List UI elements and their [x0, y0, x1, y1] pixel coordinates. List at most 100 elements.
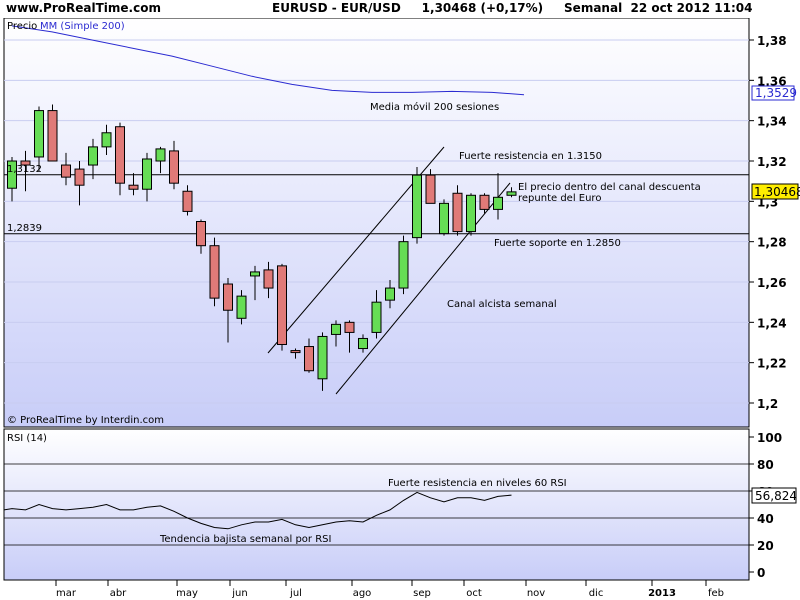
candle — [385, 279, 395, 309]
legend-ma: MM (Simple 200) — [40, 21, 125, 32]
candle-body — [182, 190, 193, 212]
rsi-tick-label: 20 — [757, 539, 774, 553]
candle — [169, 140, 179, 190]
candle — [466, 193, 476, 236]
candle-body — [236, 295, 247, 319]
rsi-annotation-trend: Tendencia bajista semanal por RSI — [159, 534, 331, 545]
candle — [425, 169, 436, 204]
credit-text: © ProRealTime by Interdin.com — [7, 415, 164, 426]
rsi-title: RSI (14) — [7, 433, 47, 444]
x-tick-label: sep — [413, 588, 431, 599]
candle-body — [317, 335, 328, 380]
price-tick-label: 1,28 — [757, 236, 787, 250]
rsi-tick-label: 40 — [757, 512, 774, 526]
candle — [290, 348, 301, 359]
candle-body — [304, 346, 314, 372]
rsi-tick-label: 0 — [757, 566, 765, 580]
site-name[interactable]: www.ProRealTime.com — [6, 1, 161, 15]
candle-body — [452, 192, 463, 233]
candle-body — [101, 132, 112, 148]
annotation-channel-1: El precio dentro del canal descuenta — [518, 182, 701, 193]
x-tick-label: oct — [466, 588, 482, 599]
x-tick-label: jul — [289, 588, 302, 599]
price-tick-label: 1,38 — [757, 34, 787, 48]
channel-lower-line — [335, 182, 511, 395]
rsi-panel-bg — [3, 428, 750, 581]
ma-last-box — [751, 85, 795, 101]
candle — [223, 277, 233, 343]
candle-body — [34, 110, 44, 158]
rsi-tick-label: 80 — [757, 458, 774, 472]
level-label-1: 1,3132 — [7, 164, 42, 175]
x-ticks: mar abr may jun jul ago sep oct nov dic 2013 feb — [55, 580, 724, 599]
candle-body — [385, 287, 395, 301]
candle — [128, 173, 139, 196]
candle-body — [20, 160, 31, 166]
x-tick-label: nov — [527, 588, 545, 599]
candle — [115, 122, 125, 196]
candle-body — [7, 160, 17, 189]
candle — [155, 146, 166, 174]
price-last-box — [751, 183, 799, 200]
candle-body — [439, 202, 449, 235]
ma200-line — [11, 25, 525, 96]
candle-body — [250, 271, 260, 277]
x-tick-label: 2013 — [648, 588, 676, 599]
candle-body — [155, 148, 166, 162]
candle-body — [169, 150, 179, 184]
candle — [34, 106, 44, 172]
symbol-line: EURUSD - EUR/USD 1,30468 (+0,17%) Semana… — [272, 1, 753, 15]
annotation-resistance: Fuerte resistencia en 1.3150 — [459, 151, 602, 162]
candle — [304, 338, 314, 373]
price-tick-label: 1,26 — [757, 276, 787, 290]
annotation-ma: Media móvil 200 sesiones — [370, 101, 499, 113]
candle-body — [209, 245, 220, 299]
ma-last-label: 1,3529 — [755, 86, 797, 100]
candle — [398, 235, 409, 295]
price-panel-bg — [3, 17, 750, 428]
legend-price: Precio — [7, 21, 37, 32]
price-tick-label: 1,22 — [757, 357, 787, 371]
candle-body — [493, 196, 503, 210]
candle — [506, 187, 517, 198]
candle — [142, 152, 152, 202]
annotation-uptrend: Canal alcista semanal — [447, 299, 557, 310]
candle-body — [398, 241, 409, 289]
candle-body — [74, 168, 85, 186]
candle — [88, 138, 98, 180]
rsi-y-ticks: 100806040200 — [749, 431, 782, 580]
candle-body — [506, 191, 517, 196]
rsi-last-box — [751, 487, 797, 504]
annotation-support: Fuerte soporte en 1.2850 — [494, 238, 621, 249]
candle — [479, 193, 490, 214]
candle-body — [196, 221, 206, 247]
candle-body — [331, 323, 341, 335]
candle — [317, 332, 328, 391]
candle — [182, 185, 193, 216]
candle-body — [344, 321, 355, 333]
candles — [7, 104, 517, 391]
price-grid — [4, 39, 749, 404]
x-tick-label: dic — [589, 588, 604, 599]
x-tick-label: abr — [110, 588, 127, 599]
candle — [61, 152, 71, 186]
candle — [493, 173, 503, 220]
candle — [196, 219, 206, 254]
candle-body — [277, 265, 287, 346]
header-bar: www.ProRealTime.com EURUSD - EUR/USD 1,3… — [0, 0, 800, 18]
price-tick-label: 1,32 — [757, 155, 787, 169]
candle-body — [290, 350, 301, 354]
candle — [358, 334, 368, 353]
candle — [263, 261, 274, 299]
candle-body — [61, 164, 71, 178]
price-tick-label: 1,24 — [757, 316, 787, 330]
candle-body — [88, 146, 98, 166]
candle — [331, 320, 341, 347]
candle-body — [479, 194, 490, 210]
candle — [209, 237, 220, 307]
candle-body — [358, 337, 368, 350]
price-y-ticks: 1,381,361,341,321,31,281,261,241,221,2 — [749, 34, 787, 411]
candle — [236, 290, 247, 325]
x-tick-label: jun — [231, 588, 247, 599]
